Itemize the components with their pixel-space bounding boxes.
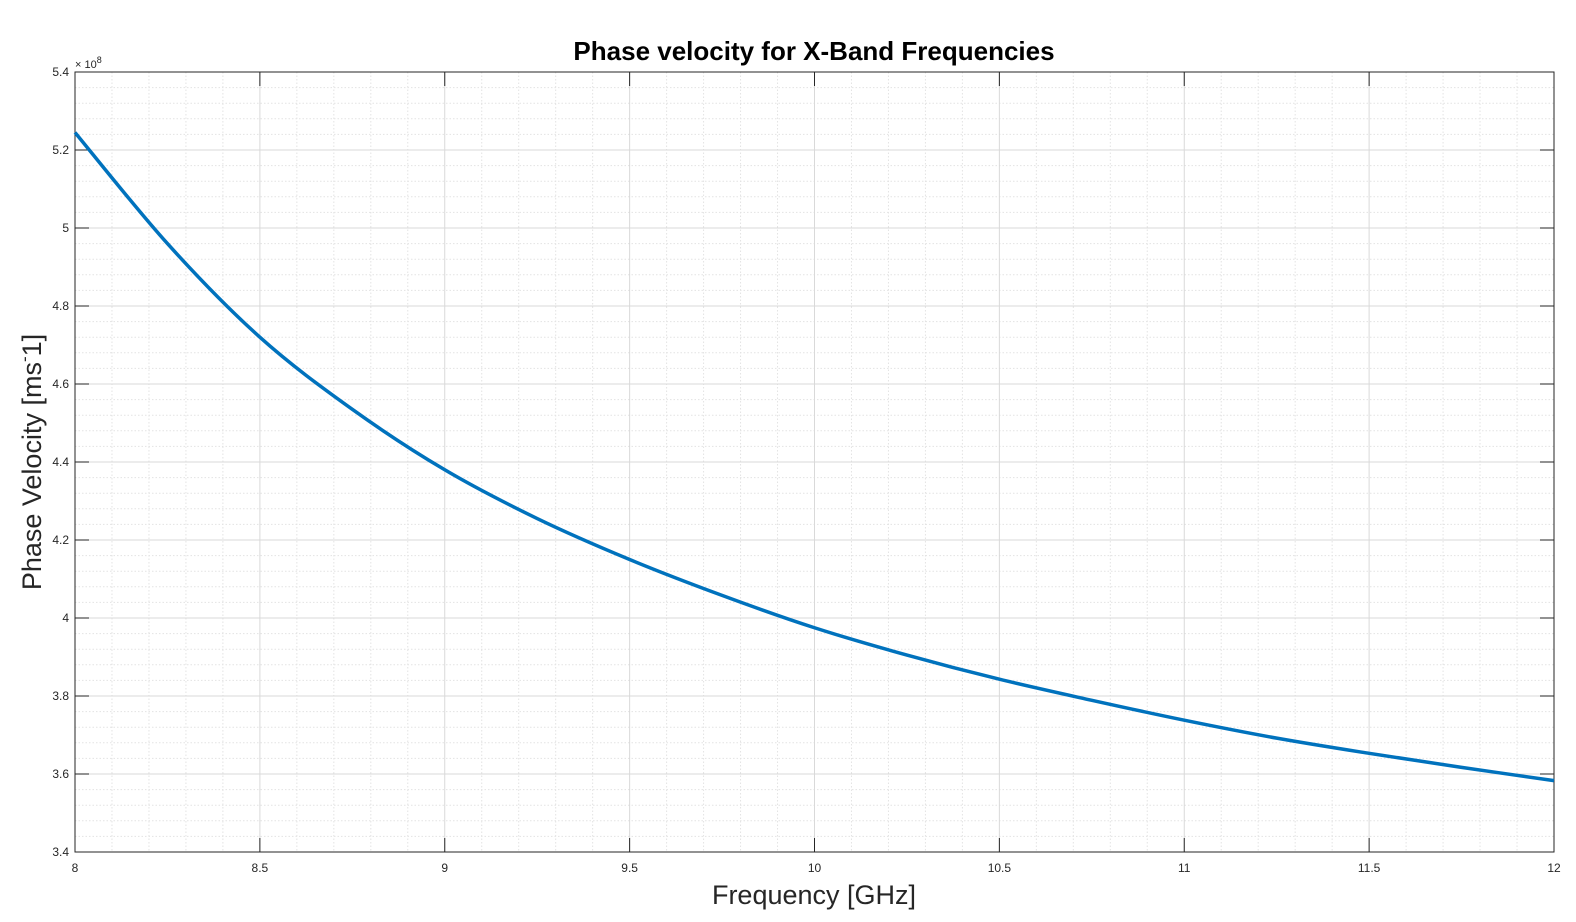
x-tick-label: 11 — [1178, 861, 1191, 875]
x-tick-labels: 8 8.5 9 9.5 10 10.5 11 11.5 12 — [72, 861, 1561, 875]
y-tick-label: 3.8 — [52, 689, 69, 703]
x-tick-label: 11.5 — [1358, 861, 1381, 875]
y-tick-label: 5.4 — [52, 65, 69, 79]
y-tick-label: 5.2 — [52, 143, 69, 157]
x-tick-label: 12 — [1547, 861, 1561, 875]
y-axis-label: Phase Velocity [ms-1] — [15, 334, 47, 590]
y-tick-label: 4.8 — [52, 299, 69, 313]
x-tick-label: 9 — [441, 861, 448, 875]
y-tick-label: 4.2 — [52, 533, 69, 547]
y-tick-labels: 3.4 3.6 3.8 4 4.2 4.4 4.6 4.8 5 5.2 5.4 — [52, 65, 69, 859]
plot-area-border — [74, 71, 1555, 853]
x-tick-label: 10.5 — [988, 861, 1012, 875]
chart-title: Phase velocity for X-Band Frequencies — [573, 36, 1054, 66]
series-layer — [73, 131, 1555, 783]
x-tick-label: 9.5 — [621, 861, 638, 875]
x-tick-label: 8.5 — [252, 861, 269, 875]
y-tick-label: 3.6 — [52, 767, 69, 781]
y-tick-label: 4.4 — [52, 455, 69, 469]
y-tick-label: 3.4 — [52, 845, 69, 859]
y-exponent-label: × 108 — [75, 55, 102, 71]
series-line — [73, 131, 1555, 783]
y-tick-label: 4.6 — [52, 377, 69, 391]
y-tick-label: 5 — [62, 221, 69, 235]
x-tick-label: 8 — [72, 861, 79, 875]
x-axis-label: Frequency [GHz] — [712, 880, 916, 910]
y-tick-label: 4 — [62, 611, 69, 625]
x-tick-label: 10 — [808, 861, 822, 875]
